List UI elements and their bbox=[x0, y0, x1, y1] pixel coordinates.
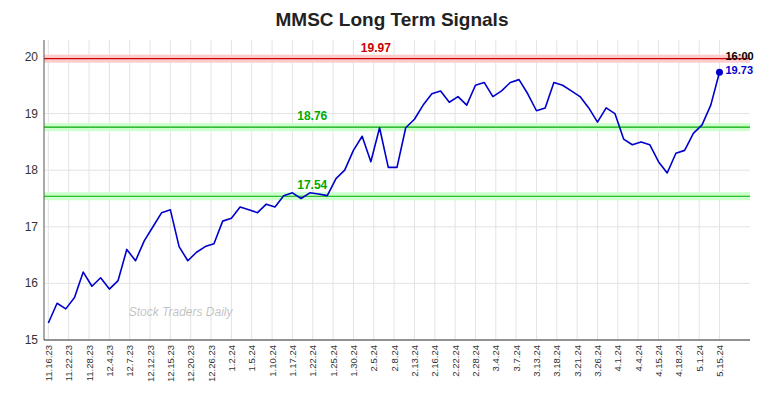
x-grid-line bbox=[353, 40, 354, 340]
x-grid-line bbox=[231, 40, 232, 340]
level-line bbox=[44, 196, 750, 197]
y-tick-label: 15 bbox=[25, 333, 39, 347]
level-band bbox=[44, 123, 750, 131]
last-point bbox=[716, 69, 723, 76]
x-grid-line bbox=[394, 40, 395, 340]
x-grid-line bbox=[272, 40, 273, 340]
x-grid-line bbox=[678, 40, 679, 340]
level-label: 17.54 bbox=[297, 178, 327, 192]
x-grid-line bbox=[89, 40, 90, 340]
x-grid-line bbox=[292, 40, 293, 340]
x-tick-label: 11.22.23 bbox=[63, 345, 74, 381]
x-grid-line bbox=[129, 40, 130, 340]
x-grid-line bbox=[617, 40, 618, 340]
x-grid-line bbox=[170, 40, 171, 340]
x-grid-line bbox=[190, 40, 191, 340]
x-tick-label: 12.20.23 bbox=[185, 345, 196, 382]
x-tick-label: 2.16.24 bbox=[429, 345, 440, 377]
x-grid-line bbox=[68, 40, 69, 340]
x-grid-line bbox=[434, 40, 435, 340]
x-grid-line bbox=[719, 40, 720, 340]
x-grid-line bbox=[251, 40, 252, 340]
x-grid-line bbox=[414, 40, 415, 340]
x-tick-label: 11.16.23 bbox=[43, 345, 54, 381]
grid bbox=[44, 40, 750, 340]
x-tick-label: 1.17.24 bbox=[287, 345, 298, 377]
x-tick-label: 3.26.24 bbox=[592, 345, 603, 377]
chart: Stock Traders Daily15161718192011.16.231… bbox=[0, 0, 784, 398]
level-line bbox=[44, 58, 750, 59]
x-tick-label: 1.5.24 bbox=[246, 345, 257, 371]
y-tick-label: 20 bbox=[25, 50, 39, 64]
x-grid-line bbox=[638, 40, 639, 340]
x-tick-label: 4.18.24 bbox=[673, 345, 684, 377]
x-tick-label: 1.25.24 bbox=[328, 345, 339, 377]
title: MMSC Long Term Signals bbox=[276, 9, 509, 30]
x-grid-line bbox=[658, 40, 659, 340]
x-tick-label: 4.1.24 bbox=[612, 345, 623, 371]
x-tick-label: 12.7.23 bbox=[124, 345, 135, 377]
x-tick-label: 12.26.23 bbox=[206, 345, 217, 382]
x-tick-label: 1.30.24 bbox=[348, 345, 359, 377]
x-tick-label: 3.4.24 bbox=[490, 345, 501, 371]
x-tick-label: 2.22.24 bbox=[450, 345, 461, 377]
x-grid-line bbox=[577, 40, 578, 340]
x-grid-line bbox=[597, 40, 598, 340]
x-grid-line bbox=[109, 40, 110, 340]
x-axis-line bbox=[44, 340, 750, 341]
x-grid-line bbox=[48, 40, 49, 340]
x-tick-label: 3.13.24 bbox=[531, 345, 542, 377]
x-grid-line bbox=[495, 40, 496, 340]
level-label: 19.97 bbox=[361, 41, 391, 55]
x-tick-label: 2.13.24 bbox=[409, 345, 420, 377]
level-label: 18.76 bbox=[297, 109, 327, 123]
x-tick-label: 3.7.24 bbox=[511, 345, 522, 371]
y-tick-label: 17 bbox=[25, 220, 39, 234]
x-tick-label: 5.15.24 bbox=[714, 345, 725, 377]
level-band bbox=[44, 55, 750, 63]
x-grid-line bbox=[373, 40, 374, 340]
y-tick-label: 18 bbox=[25, 163, 39, 177]
x-tick-label: 3.18.24 bbox=[551, 345, 562, 377]
y-grid-line bbox=[44, 340, 750, 341]
x-tick-label: 11.28.23 bbox=[84, 345, 95, 381]
x-tick-label: 12.4.23 bbox=[104, 345, 115, 377]
axes: 15 16 17 18 19 20 11.16.23 11.22.23 11.28.23 12.4… bbox=[25, 40, 750, 382]
x-tick-label: 3.21.24 bbox=[572, 345, 583, 377]
x-tick-label: 2.8.24 bbox=[389, 345, 400, 371]
x-grid-line bbox=[699, 40, 700, 340]
last-annotation: 19.73 bbox=[725, 64, 753, 76]
last-annotation: 16:00 bbox=[725, 50, 753, 62]
x-grid-line bbox=[556, 40, 557, 340]
x-grid-line bbox=[211, 40, 212, 340]
plot-area bbox=[44, 55, 750, 323]
x-tick-label: 4.15.24 bbox=[653, 345, 664, 377]
x-tick-label: 2.5.24 bbox=[368, 345, 379, 371]
x-grid-line bbox=[536, 40, 537, 340]
x-tick-label: 1.22.24 bbox=[307, 345, 318, 377]
watermark: Stock Traders Daily bbox=[129, 305, 234, 319]
x-tick-label: 12.15.23 bbox=[165, 345, 176, 382]
x-grid-line bbox=[516, 40, 517, 340]
y-axis-line bbox=[44, 40, 45, 340]
x-tick-label: 1.2.24 bbox=[226, 345, 237, 371]
x-tick-label: 12.12.23 bbox=[145, 345, 156, 382]
x-grid-line bbox=[455, 40, 456, 340]
x-tick-label: 2.28.24 bbox=[470, 345, 481, 377]
x-tick-label: 1.10.24 bbox=[267, 345, 278, 377]
y-tick-label: 19 bbox=[25, 107, 39, 121]
price-line bbox=[48, 72, 719, 323]
level-band bbox=[44, 192, 750, 200]
x-grid-line bbox=[150, 40, 151, 340]
x-tick-label: 5.1.24 bbox=[694, 345, 705, 371]
x-grid-line bbox=[333, 40, 334, 340]
x-tick-label: 4.4.24 bbox=[633, 345, 644, 371]
level-line bbox=[44, 127, 750, 128]
y-tick-label: 16 bbox=[25, 276, 39, 290]
